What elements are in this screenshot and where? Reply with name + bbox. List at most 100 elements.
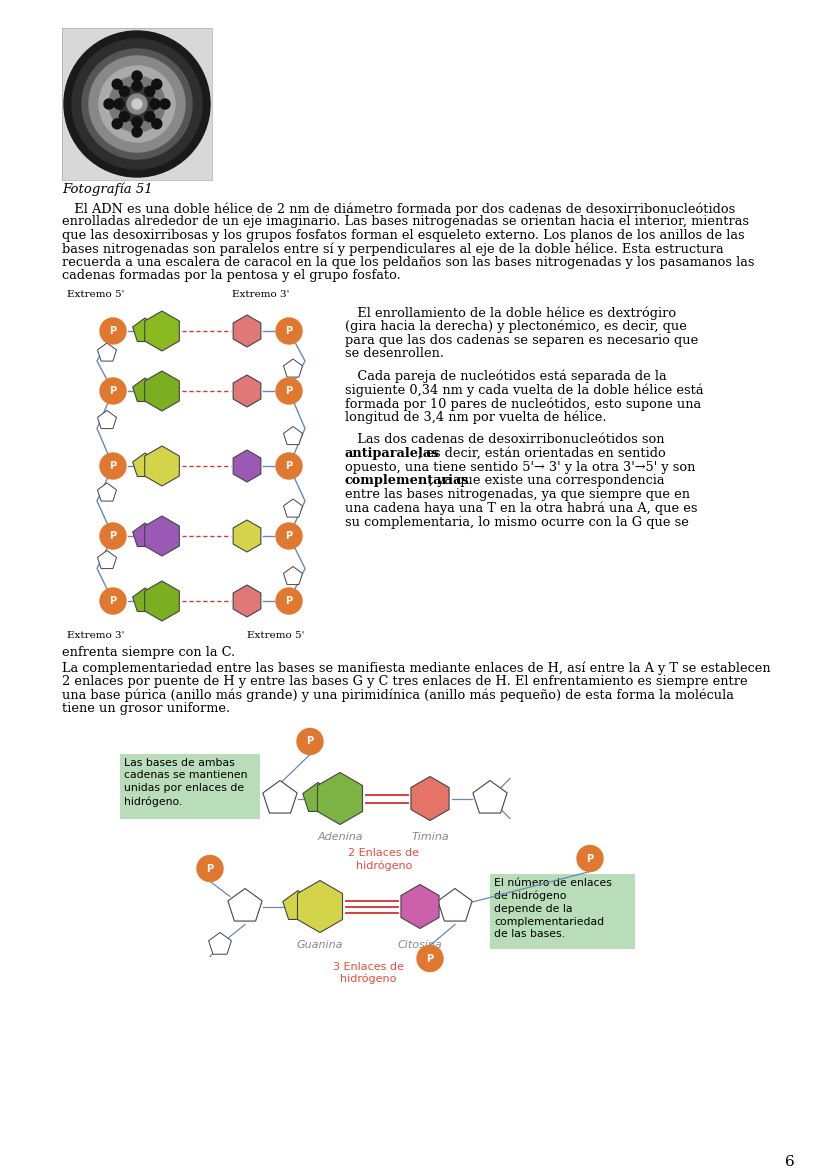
Text: longitud de 3,4 nm por vuelta de hélice.: longitud de 3,4 nm por vuelta de hélice. (345, 411, 605, 424)
Polygon shape (233, 375, 261, 408)
Circle shape (275, 523, 302, 549)
Polygon shape (132, 453, 157, 477)
Text: cadenas formadas por la pentosa y el grupo fosfato.: cadenas formadas por la pentosa y el gru… (62, 269, 400, 282)
Polygon shape (472, 781, 506, 813)
Text: P: P (285, 326, 292, 336)
Text: antiparalelas: antiparalelas (345, 447, 439, 460)
Text: El enrollamiento de la doble hélice es dextrógiro: El enrollamiento de la doble hélice es d… (345, 306, 676, 320)
Text: P: P (306, 737, 313, 746)
Polygon shape (98, 411, 117, 429)
Text: 6: 6 (784, 1155, 794, 1169)
Polygon shape (145, 516, 179, 556)
Polygon shape (132, 588, 157, 611)
Text: complementarias: complementarias (345, 474, 469, 487)
Polygon shape (233, 315, 261, 347)
Polygon shape (400, 884, 438, 929)
Text: que las desoxirribosas y los grupos fosfatos forman el esqueleto externo. Los pl: que las desoxirribosas y los grupos fosf… (62, 230, 743, 242)
Polygon shape (98, 550, 117, 569)
Circle shape (297, 728, 323, 754)
Circle shape (109, 76, 165, 132)
Circle shape (275, 453, 302, 479)
Circle shape (145, 87, 155, 96)
Text: P: P (285, 386, 292, 396)
Circle shape (100, 319, 126, 344)
Circle shape (131, 81, 141, 91)
Circle shape (131, 126, 141, 137)
Text: siguiente 0,34 nm y cada vuelta de la doble hélice está: siguiente 0,34 nm y cada vuelta de la do… (345, 383, 703, 397)
Text: Extremo 5': Extremo 5' (67, 290, 124, 299)
Bar (490, 874, 634, 949)
Circle shape (119, 85, 155, 122)
Text: enrolladas alrededor de un eje imaginario. Las bases nitrogenadas se orientan ha: enrolladas alrededor de un eje imaginari… (62, 215, 748, 228)
Polygon shape (145, 371, 179, 411)
Circle shape (64, 30, 210, 177)
Text: P: P (109, 461, 117, 471)
Polygon shape (317, 773, 362, 824)
Circle shape (275, 319, 302, 344)
Circle shape (275, 588, 302, 614)
Bar (62, 28, 212, 180)
Circle shape (417, 945, 442, 972)
Circle shape (100, 378, 126, 404)
Text: una cadena haya una T en la otra habrá una A, que es: una cadena haya una T en la otra habrá u… (345, 502, 696, 515)
Text: su complementaria, lo mismo ocurre con la G que se: su complementaria, lo mismo ocurre con l… (345, 515, 688, 529)
Polygon shape (283, 890, 313, 919)
Circle shape (131, 71, 141, 81)
Circle shape (100, 588, 126, 614)
Text: El número de enlaces
de hidrógeno
depende de la
complementariedad
de las bases.: El número de enlaces de hidrógeno depend… (494, 877, 611, 939)
Polygon shape (262, 781, 297, 813)
Text: P: P (285, 461, 292, 471)
Text: 3 Enlaces de
hidrógeno: 3 Enlaces de hidrógeno (332, 961, 403, 984)
Circle shape (114, 100, 124, 109)
Text: 2 enlaces por puente de H y entre las bases G y C tres enlaces de H. El enfrenta: 2 enlaces por puente de H y entre las ba… (62, 674, 747, 689)
Circle shape (104, 100, 114, 109)
Circle shape (82, 49, 192, 159)
Text: enfrenta siempre con la C.: enfrenta siempre con la C. (62, 646, 235, 659)
Text: P: P (109, 386, 117, 396)
Polygon shape (410, 776, 448, 821)
Text: Extremo 5': Extremo 5' (246, 631, 304, 641)
Text: El ADN es una doble hélice de 2 nm de diámetro formada por dos cadenas de desoxi: El ADN es una doble hélice de 2 nm de di… (62, 203, 734, 215)
Text: tiene un grosor uniforme.: tiene un grosor uniforme. (62, 701, 230, 715)
Text: P: P (285, 596, 292, 607)
Bar (120, 753, 260, 819)
Circle shape (197, 856, 222, 882)
Polygon shape (283, 567, 302, 584)
Polygon shape (283, 499, 302, 518)
Polygon shape (208, 932, 231, 954)
Circle shape (72, 39, 202, 169)
Text: bases nitrogenadas son paralelos entre sí y perpendiculares al eje de la doble h: bases nitrogenadas son paralelos entre s… (62, 242, 723, 256)
Text: entre las bases nitrogenadas, ya que siempre que en: entre las bases nitrogenadas, ya que sie… (345, 488, 689, 501)
Text: formada por 10 pares de nucleótidos, esto supone una: formada por 10 pares de nucleótidos, est… (345, 397, 700, 411)
Text: opuesto, una tiene sentido 5'→ 3' y la otra 3'→5' y son: opuesto, una tiene sentido 5'→ 3' y la o… (345, 460, 695, 473)
Polygon shape (233, 520, 261, 552)
Polygon shape (98, 482, 117, 501)
Text: Fotografía 51: Fotografía 51 (62, 183, 152, 197)
Text: Extremo 3': Extremo 3' (67, 631, 124, 641)
Polygon shape (145, 446, 179, 486)
Text: , es decir, están orientadas en sentido: , es decir, están orientadas en sentido (417, 447, 664, 460)
Text: Timina: Timina (411, 833, 448, 842)
Circle shape (100, 523, 126, 549)
Text: Las dos cadenas de desoxirribonucleótidos son: Las dos cadenas de desoxirribonucleótido… (345, 433, 664, 446)
Polygon shape (145, 311, 179, 351)
Circle shape (100, 453, 126, 479)
Polygon shape (233, 450, 261, 482)
Circle shape (160, 100, 170, 109)
Text: P: P (109, 596, 117, 607)
Circle shape (119, 111, 129, 122)
Polygon shape (227, 889, 262, 922)
Text: Extremo 3': Extremo 3' (232, 290, 289, 299)
Text: P: P (109, 530, 117, 541)
Text: P: P (586, 854, 593, 863)
Bar (62, 28, 212, 180)
Circle shape (131, 117, 141, 126)
Polygon shape (132, 319, 157, 342)
Circle shape (112, 118, 122, 129)
Polygon shape (98, 343, 117, 361)
Circle shape (151, 80, 161, 89)
Text: recuerda a una escalera de caracol en la que los peldaños son las bases nitrogen: recuerda a una escalera de caracol en la… (62, 256, 753, 269)
Circle shape (119, 87, 129, 96)
Polygon shape (145, 581, 179, 621)
Circle shape (127, 94, 147, 114)
